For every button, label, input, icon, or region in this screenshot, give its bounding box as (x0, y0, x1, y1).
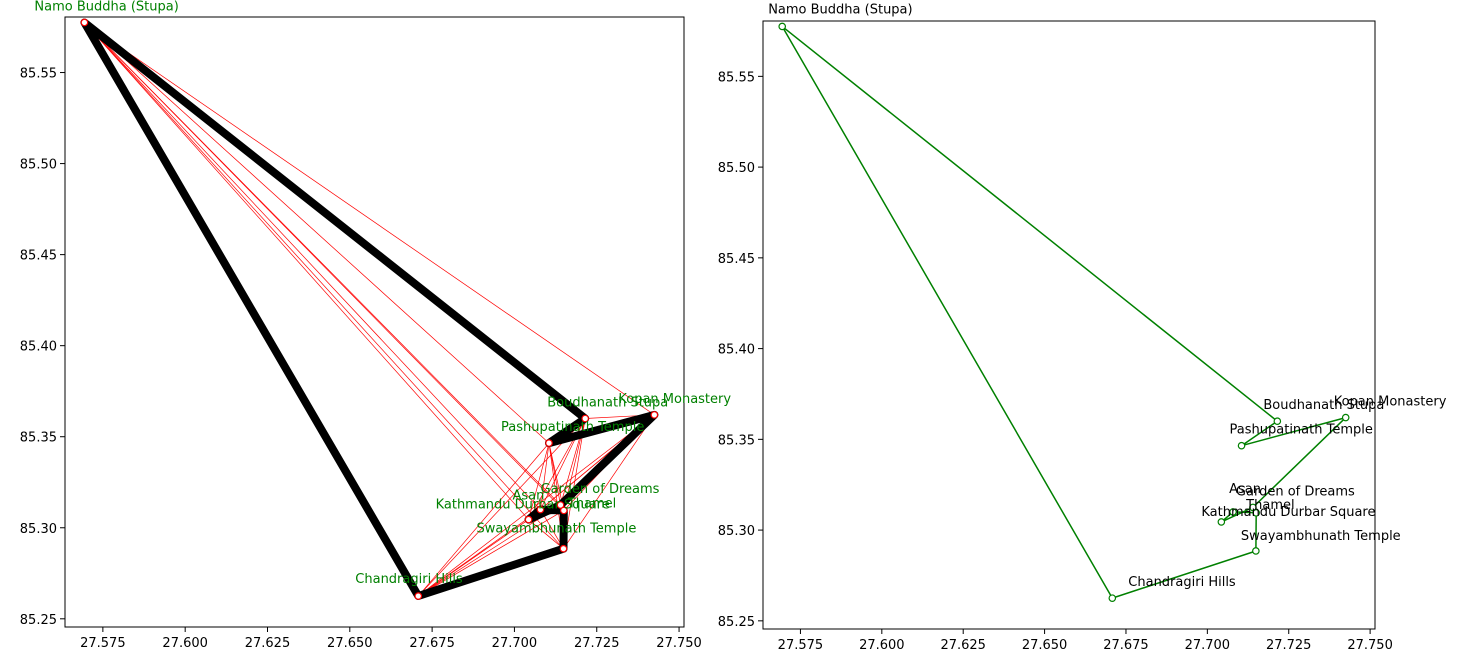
graph-edge (563, 414, 655, 549)
y-tick-label: 85.55 (20, 67, 57, 82)
node-marker-namo-buddha-stupa (80, 18, 89, 27)
node-label-namo-buddha-stupa: Namo Buddha (Stupa) (34, 0, 178, 14)
x-tick-label: 27.625 (940, 638, 986, 653)
node-marker-kathmandu-durbar-square (1217, 518, 1226, 526)
y-tick-label: 85.25 (718, 615, 755, 630)
node-marker-thamel (1252, 509, 1260, 517)
node-label-namo-buddha-stupa: Namo Buddha (Stupa) (768, 2, 912, 17)
x-tick-label: 27.625 (245, 636, 291, 651)
node-label-garden-of-dreams: Garden of Dreams (541, 482, 660, 497)
y-tick-label: 85.50 (718, 161, 755, 176)
x-tick-label: 27.675 (409, 636, 455, 651)
node-marker-kathmandu-durbar-square (524, 515, 533, 524)
node-label-asan: Asan (1229, 482, 1261, 497)
node-marker-garden-of-dreams (556, 501, 565, 509)
node-marker-garden-of-dreams (1249, 503, 1257, 512)
node-marker-thamel (560, 506, 568, 515)
node-marker-chandragiri-hills (414, 592, 423, 600)
y-tick-label: 85.50 (20, 158, 57, 173)
x-tick-label: 27.600 (162, 636, 208, 651)
node-label-kathmandu-durbar-square: Kathmandu Durbar Square (436, 498, 610, 513)
node-marker-swayambhunath-temple (1252, 547, 1260, 555)
node-label-kopan-monastery: Kopan Monastery (618, 392, 731, 407)
y-tick-label: 85.30 (718, 524, 755, 539)
left-chart-panel: 27.575 27.600 27.625 27.650 27.675 27.700 27.7… (20, 0, 732, 651)
graph-edge (418, 442, 550, 597)
node-label-asan: Asan (512, 489, 544, 504)
y-tick-label: 85.30 (20, 522, 57, 537)
y-tick-label: 85.40 (20, 340, 57, 355)
node-label-thamel: Thamel (1245, 498, 1294, 513)
y-tick-label: 85.40 (718, 343, 755, 358)
graph-edge (84, 22, 564, 549)
axes-frame (762, 20, 1376, 630)
node-label-kopan-monastery: Kopan Monastery (1334, 395, 1447, 410)
graph-edge (418, 510, 564, 597)
node-marker-kopan-monastery (650, 411, 659, 419)
node-label-boudhanath-stupa: Boudhanath Stupa (547, 396, 668, 411)
right-chart-panel: 27.575 27.600 27.625 27.650 27.675 27.700 27.7… (718, 2, 1447, 653)
node-marker-pashupatinath-temple (1237, 441, 1246, 450)
x-tick-label: 27.700 (1185, 638, 1231, 653)
node-label-swayambhunath-temple: Swayambhunath Temple (476, 522, 636, 537)
node-label-chandragiri-hills: Chandragiri Hills (355, 572, 463, 587)
node-marker-boudhanath-stupa (581, 414, 590, 423)
node-marker-pashupatinath-temple (545, 439, 553, 447)
node-marker-boudhanath-stupa (1273, 417, 1282, 425)
graph-edge (418, 414, 655, 597)
node-marker-asan (536, 505, 545, 514)
node-marker-chandragiri-hills (1108, 594, 1117, 602)
graph-edge (84, 22, 655, 416)
x-tick-label: 27.750 (1347, 638, 1393, 653)
node-label-chandragiri-hills: Chandragiri Hills (1128, 575, 1236, 590)
graph-edge (418, 519, 529, 597)
x-tick-label: 27.600 (859, 638, 905, 653)
x-tick-label: 27.725 (574, 636, 620, 651)
node-marker-asan (1229, 508, 1237, 516)
node-label-thamel: Thamel (567, 496, 616, 511)
graph-edge (540, 443, 550, 510)
graph-edge (84, 22, 550, 444)
node-label-kathmandu-durbar-square: Kathmandu Durbar Square (1201, 505, 1375, 520)
axes-frame (64, 16, 685, 628)
node-marker-swayambhunath-temple (559, 544, 568, 553)
node-label-pashupatinath-temple: Pashupatinath Temple (1230, 423, 1373, 438)
graph-edge (84, 22, 565, 511)
node-label-pashupatinath-temple: Pashupatinath Temple (501, 420, 644, 435)
y-tick-label: 85.45 (20, 249, 57, 264)
x-tick-label: 27.650 (327, 636, 373, 651)
node-marker-kopan-monastery (1341, 413, 1350, 422)
x-tick-label: 27.650 (1022, 638, 1068, 653)
x-tick-label: 27.575 (80, 636, 126, 651)
x-tick-label: 27.700 (492, 636, 538, 651)
node-marker-namo-buddha-stupa (778, 22, 787, 31)
y-tick-label: 85.35 (718, 433, 755, 448)
node-label-garden-of-dreams: Garden of Dreams (1236, 484, 1355, 499)
x-tick-label: 27.750 (656, 636, 702, 651)
graph-edge (528, 442, 550, 520)
graph-edge (528, 519, 564, 549)
y-tick-label: 85.55 (718, 70, 755, 85)
y-tick-label: 85.35 (20, 431, 57, 446)
graph-edge (418, 418, 586, 597)
graph-edge (84, 22, 529, 520)
node-label-boudhanath-stupa: Boudhanath Stupa (1263, 398, 1384, 413)
graph-edge (84, 22, 541, 510)
x-tick-label: 27.675 (1103, 638, 1149, 653)
y-tick-label: 85.45 (718, 252, 755, 267)
y-tick-label: 85.25 (20, 613, 57, 628)
x-tick-label: 27.575 (778, 638, 824, 653)
node-label-swayambhunath-temple: Swayambhunath Temple (1241, 529, 1401, 544)
x-tick-label: 27.725 (1266, 638, 1312, 653)
